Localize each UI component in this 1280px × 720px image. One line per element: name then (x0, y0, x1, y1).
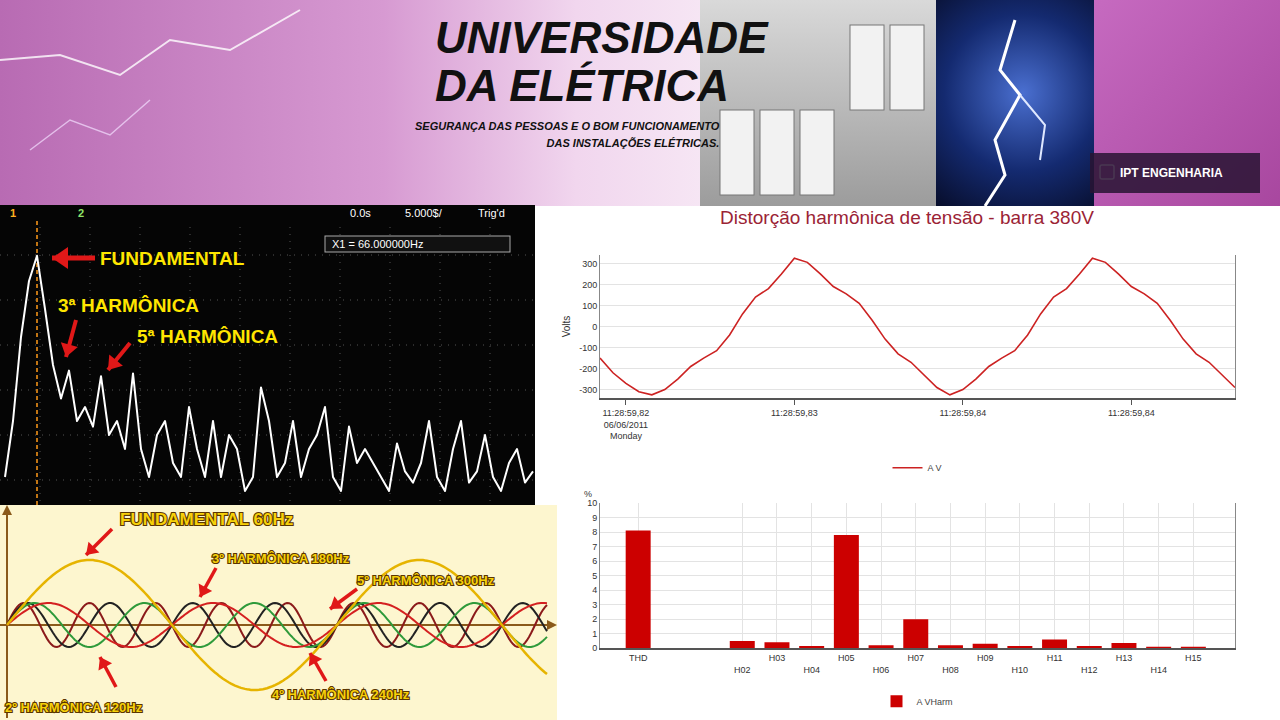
svg-text:3º HARMÔNICA 180Hz: 3º HARMÔNICA 180Hz (212, 551, 350, 566)
svg-text:H11: H11 (1047, 653, 1063, 663)
svg-text:11:28:59,84: 11:28:59,84 (1108, 408, 1155, 418)
svg-text:0.0s: 0.0s (350, 207, 371, 219)
svg-text:%: % (584, 489, 592, 499)
svg-text:4: 4 (592, 585, 597, 595)
svg-text:H06: H06 (873, 665, 890, 675)
svg-text:H13: H13 (1116, 653, 1133, 663)
svg-text:300: 300 (582, 259, 597, 269)
svg-text:H10: H10 (1012, 665, 1029, 675)
svg-text:5.000$/: 5.000$/ (405, 207, 443, 219)
html-text:UNIVERSIDADE: UNIVERSIDADE (435, 13, 768, 62)
svg-text:H07: H07 (908, 653, 925, 663)
svg-text:8: 8 (592, 527, 597, 537)
svg-text:200: 200 (582, 280, 597, 290)
svg-text:H09: H09 (977, 653, 994, 663)
svg-text:H03: H03 (769, 653, 786, 663)
svg-text:1: 1 (592, 629, 597, 639)
svg-text:A VHarm: A VHarm (917, 697, 953, 707)
svg-text:-100: -100 (579, 343, 597, 353)
svg-text:H05: H05 (838, 653, 855, 663)
svg-text:6: 6 (592, 556, 597, 566)
svg-text:5º HARMÔNICA 300Hz: 5º HARMÔNICA 300Hz (357, 573, 495, 588)
svg-text:H04: H04 (803, 665, 820, 675)
svg-text:H02: H02 (734, 665, 751, 675)
svg-text:H15: H15 (1185, 653, 1202, 663)
svg-text:Distorção harmônica de tensão: Distorção harmônica de tensão - barra 38… (720, 207, 1094, 228)
svg-text:FUNDAMENTAL 60Hz: FUNDAMENTAL 60Hz (120, 510, 293, 529)
svg-text:FUNDAMENTAL: FUNDAMENTAL (100, 248, 245, 269)
svg-text:H12: H12 (1081, 665, 1098, 675)
svg-text:1: 1 (10, 207, 16, 219)
svg-text:THD: THD (629, 653, 648, 663)
svg-text:100: 100 (582, 301, 597, 311)
html-text:SEGURANÇA DAS PESSOAS E O BOM: SEGURANÇA DAS PESSOAS E O BOM FUNCIONAME… (415, 120, 720, 132)
svg-text:2º HARMÔNICA 120Hz: 2º HARMÔNICA 120Hz (5, 700, 143, 715)
html-text:IPT ENGENHARIA: IPT ENGENHARIA (1120, 166, 1223, 180)
svg-text:11:28:59,83: 11:28:59,83 (771, 408, 818, 418)
svg-text:Volts: Volts (561, 316, 572, 338)
svg-text:5ª HARMÔNICA: 5ª HARMÔNICA (137, 326, 278, 347)
html-text:DAS INSTALAÇÕES ELÉTRICAS.: DAS INSTALAÇÕES ELÉTRICAS. (546, 137, 720, 149)
svg-text:4º HARMÔNICA 240Hz: 4º HARMÔNICA 240Hz (272, 687, 410, 702)
svg-text:3ª HARMÔNICA: 3ª HARMÔNICA (58, 295, 199, 316)
svg-text:2: 2 (78, 207, 84, 219)
svg-text:2: 2 (592, 614, 597, 624)
svg-text:A V: A V (928, 463, 942, 473)
svg-text:0: 0 (592, 322, 597, 332)
svg-text:9: 9 (592, 513, 597, 523)
svg-text:11:28:59,84: 11:28:59,84 (939, 408, 986, 418)
svg-text:H14: H14 (1150, 665, 1167, 675)
svg-text:7: 7 (592, 542, 597, 552)
html-text:DA ELÉTRICA: DA ELÉTRICA (435, 61, 730, 110)
svg-text:5: 5 (592, 571, 597, 581)
svg-text:3: 3 (592, 600, 597, 610)
svg-text:10: 10 (587, 498, 597, 508)
svg-text:X1 = 66.000000Hz: X1 = 66.000000Hz (332, 238, 423, 250)
svg-text:H08: H08 (942, 665, 959, 675)
svg-text:11:28:59,8206/06/2011Monday: 11:28:59,8206/06/2011Monday (602, 408, 649, 441)
svg-text:Trig'd: Trig'd (478, 207, 505, 219)
svg-text:0: 0 (592, 643, 597, 653)
svg-text:-300: -300 (579, 385, 597, 395)
svg-text:-200: -200 (579, 364, 597, 374)
